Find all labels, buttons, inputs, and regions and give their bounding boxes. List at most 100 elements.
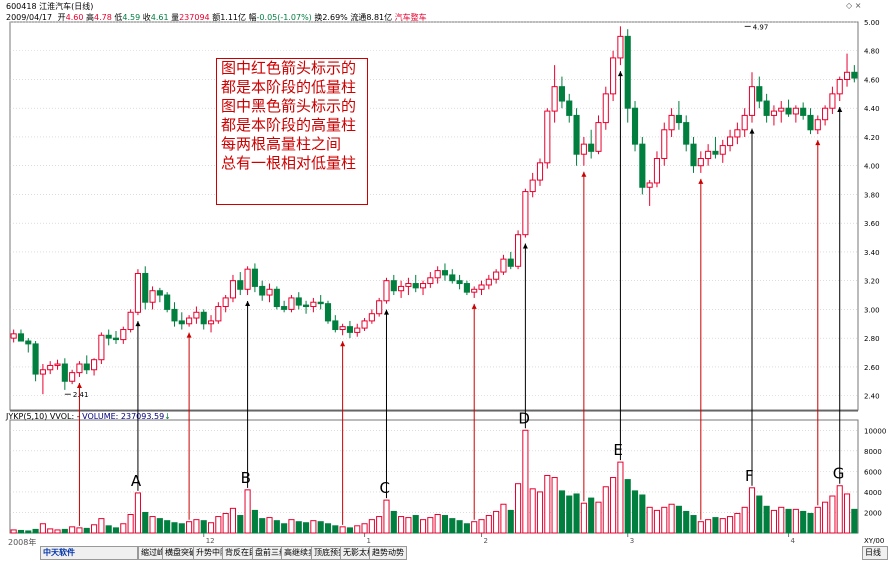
candle-body [500,258,507,273]
volume-bar [207,522,215,534]
red-arrow-head [340,341,346,347]
volume-bar [449,518,456,534]
volume-bar [412,515,419,534]
tab-item[interactable]: 趋势动势 [369,546,407,560]
volume-bar [186,521,193,534]
price-tick-label: 4.80 [864,48,880,56]
candle-body [727,136,734,147]
candle-body [39,369,46,375]
tab-item[interactable]: 无影太极 [340,546,378,560]
volume-bar [361,523,368,534]
candle-body [222,297,229,308]
candle-body [339,326,346,331]
volume-point-label: B [241,469,251,487]
candle-body [741,114,748,131]
volume-point-label: C [379,479,389,497]
volume-bar [485,515,492,534]
stock-title: 600418 江淮汽车(日线) [6,2,94,11]
amount-value: 1.11亿 [220,13,246,22]
candle-body [61,363,68,382]
volume-bar [792,508,799,534]
tab-brand[interactable]: 中天软件 [40,546,138,560]
price-label: 2.41 [73,391,89,399]
candle-body [558,86,565,102]
price-tick-label: 3.60 [864,220,880,228]
candle-body [310,301,317,308]
candle-body [273,288,280,308]
volume-bar [398,516,405,534]
candle-body [463,283,470,293]
float-label: 流通 [350,13,367,22]
tab-item[interactable]: 背反在即 [222,546,260,560]
year-label: 2008年 [8,538,37,547]
volume-bar [405,517,412,534]
candle-body [83,363,90,371]
annotation-box: 图中红色箭头标示的 都是本阶段的低量柱 图中黑色箭头标示的 都是本阶段的高量柱 … [216,58,368,205]
candle-body [368,313,375,322]
amount-label: 额 [212,13,221,22]
volume-bar [646,506,653,534]
annotation-line: 都是本阶段的低量柱 [221,78,357,96]
period-label[interactable]: 日线 [862,546,888,560]
black-arrow-head [617,71,623,77]
window-controls-icon[interactable]: ◇ × [846,1,862,10]
volume-bar [332,525,339,534]
volume-bar [800,510,807,534]
candle-body [734,129,741,138]
volume-bar [705,519,712,534]
black-arrow-head [245,301,251,307]
window-icons[interactable]: ◇ × [846,1,861,10]
volume-bar [522,429,529,534]
volume-bar [529,488,536,534]
high-label: 高 [86,13,95,22]
volume-tick-label: 2000 [864,509,882,517]
candle-body [617,35,624,59]
volume-bar [588,497,595,534]
volume-bar [383,499,390,534]
volume-bar [441,515,449,534]
volume-bar [456,520,463,534]
volume-bar [610,477,617,534]
volume-arrow-icon: ↓ [164,412,171,421]
price-tick-label: 2.80 [864,335,880,343]
volume-bar [259,518,266,534]
candle-body [91,359,98,371]
tab-item[interactable]: 顶底预判 [311,546,349,560]
annotation-line: 图中红色箭头标示的 [221,59,357,77]
candle-body [32,343,39,375]
volume-label: 量 [171,13,180,22]
candle-body [515,234,522,267]
price-tick-label: 3.40 [864,249,880,257]
volume-point-label: F [745,467,754,485]
candle-body [441,270,449,276]
candle-body [186,317,193,325]
candle-body [105,334,112,339]
black-arrow-head [837,107,843,113]
volume-point-label: A [131,472,142,490]
price-label: 4.97 [753,23,769,31]
candle-body [639,143,646,188]
candle-body [361,320,368,329]
candle-body [507,258,514,267]
volume-bar [785,508,792,534]
volume-bar [434,514,441,534]
candle-body [822,107,829,121]
candle-body [354,327,361,333]
tab-item[interactable]: 横盘突破 [162,546,200,560]
candle-body [207,320,215,325]
volume-bar [105,525,112,534]
volume-bar [237,515,244,534]
candle-body [405,283,412,287]
tab-item[interactable]: 盘前三线 [252,546,290,560]
volume-bar [69,526,76,534]
low-label: 低 [114,13,123,22]
price-tick-label: 3.00 [864,306,880,314]
candle-body [683,122,690,145]
candle-body [814,119,821,131]
candle-body [653,158,661,184]
volume-bar [624,479,631,534]
black-arrow-head [383,309,389,315]
volume-bar [215,516,222,534]
volume-bar [368,519,375,534]
